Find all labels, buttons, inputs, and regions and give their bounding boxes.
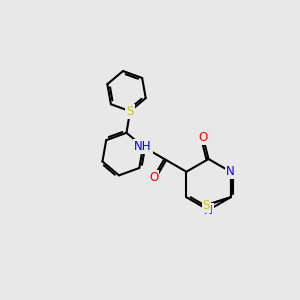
Text: N: N: [226, 165, 235, 178]
Text: S: S: [202, 199, 210, 212]
Text: S: S: [126, 105, 134, 118]
Text: N: N: [204, 203, 213, 217]
Text: NH: NH: [134, 140, 152, 153]
Text: O: O: [149, 171, 158, 184]
Text: O: O: [199, 131, 208, 144]
